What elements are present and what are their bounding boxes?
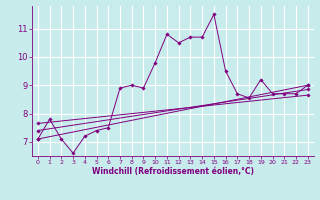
X-axis label: Windchill (Refroidissement éolien,°C): Windchill (Refroidissement éolien,°C) xyxy=(92,167,254,176)
